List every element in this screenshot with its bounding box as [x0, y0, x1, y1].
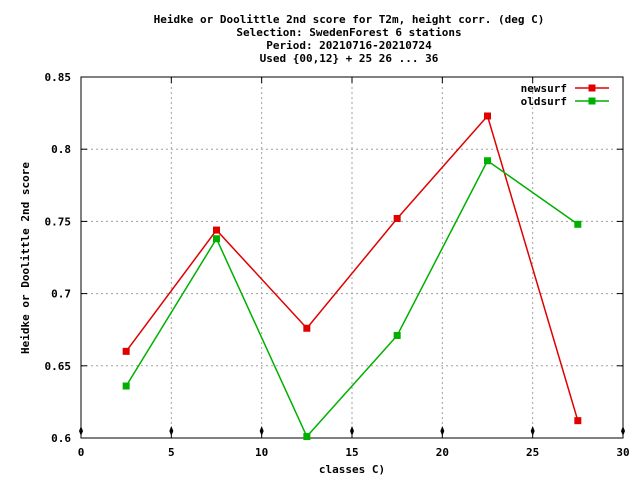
title-line-1: Heidke or Doolittle 2nd score for T2m, h…	[154, 13, 545, 26]
y-axis-label: Heidke or Doolittle 2nd score	[19, 162, 32, 354]
boundary-markers	[79, 426, 625, 436]
y-tick-label: 0.65	[45, 360, 72, 373]
boundary-marker	[440, 426, 445, 436]
data-point-oldsurf	[574, 220, 582, 228]
boundary-marker	[259, 426, 264, 436]
data-point-newsurf	[303, 324, 311, 332]
grid	[81, 77, 623, 438]
tick-labels: 0.6 0.65 0.7 0.75 0.8 0.85 0 5 10 15 20 25 30	[45, 71, 630, 459]
chart-title: Heidke or Doolittle 2nd score for T2m, h…	[154, 13, 545, 65]
series-line-oldsurf	[125, 159, 579, 438]
series-layer	[122, 112, 582, 441]
data-point-oldsurf	[484, 157, 491, 165]
x-tick-label: 10	[255, 446, 268, 459]
y-tick-label: 0.85	[45, 71, 72, 84]
data-point-oldsurf	[393, 331, 401, 339]
y-tick-label: 0.8	[51, 143, 71, 156]
legend-entry-newsurf: newsurf	[521, 82, 609, 95]
data-point-newsurf	[213, 226, 220, 234]
legend-swatch-point	[588, 84, 596, 92]
legend-label: oldsurf	[521, 95, 567, 108]
series-line-newsurf	[125, 114, 579, 421]
data-point-oldsurf	[213, 235, 220, 243]
boundary-marker	[621, 426, 625, 436]
x-tick-label: 20	[436, 446, 449, 459]
legend-swatch-point	[588, 97, 596, 105]
series-oldsurf	[122, 157, 582, 441]
x-tick-label: 30	[616, 446, 629, 459]
boundary-marker	[350, 426, 354, 436]
x-tick-label: 15	[345, 446, 358, 459]
x-tick-label: 25	[526, 446, 539, 459]
y-tick-label: 0.75	[45, 215, 72, 228]
data-point-newsurf	[122, 347, 130, 355]
title-line-4: Used {00,12} + 25 26 ... 36	[260, 52, 439, 65]
data-point-oldsurf	[122, 382, 130, 390]
boundary-marker	[79, 426, 83, 436]
title-line-2: Selection: SwedenForest 6 stations	[236, 26, 461, 39]
x-tick-label: 5	[168, 446, 175, 459]
boundary-marker	[169, 426, 174, 436]
y-tick-label: 0.6	[51, 432, 71, 445]
y-tick-label: 0.7	[51, 288, 71, 301]
boundary-marker	[530, 426, 535, 436]
data-point-oldsurf	[303, 433, 311, 441]
data-point-newsurf	[574, 417, 582, 425]
legend-label: newsurf	[521, 82, 567, 95]
title-line-3: Period: 20210716-20210724	[266, 39, 432, 52]
data-point-newsurf	[484, 112, 491, 120]
legend-entry-oldsurf: oldsurf	[521, 95, 609, 108]
data-point-newsurf	[393, 215, 401, 223]
series-newsurf	[122, 112, 582, 425]
x-axis-label: classes C)	[319, 463, 385, 476]
plot-frame	[80, 76, 624, 439]
x-tick-label: 0	[78, 446, 85, 459]
